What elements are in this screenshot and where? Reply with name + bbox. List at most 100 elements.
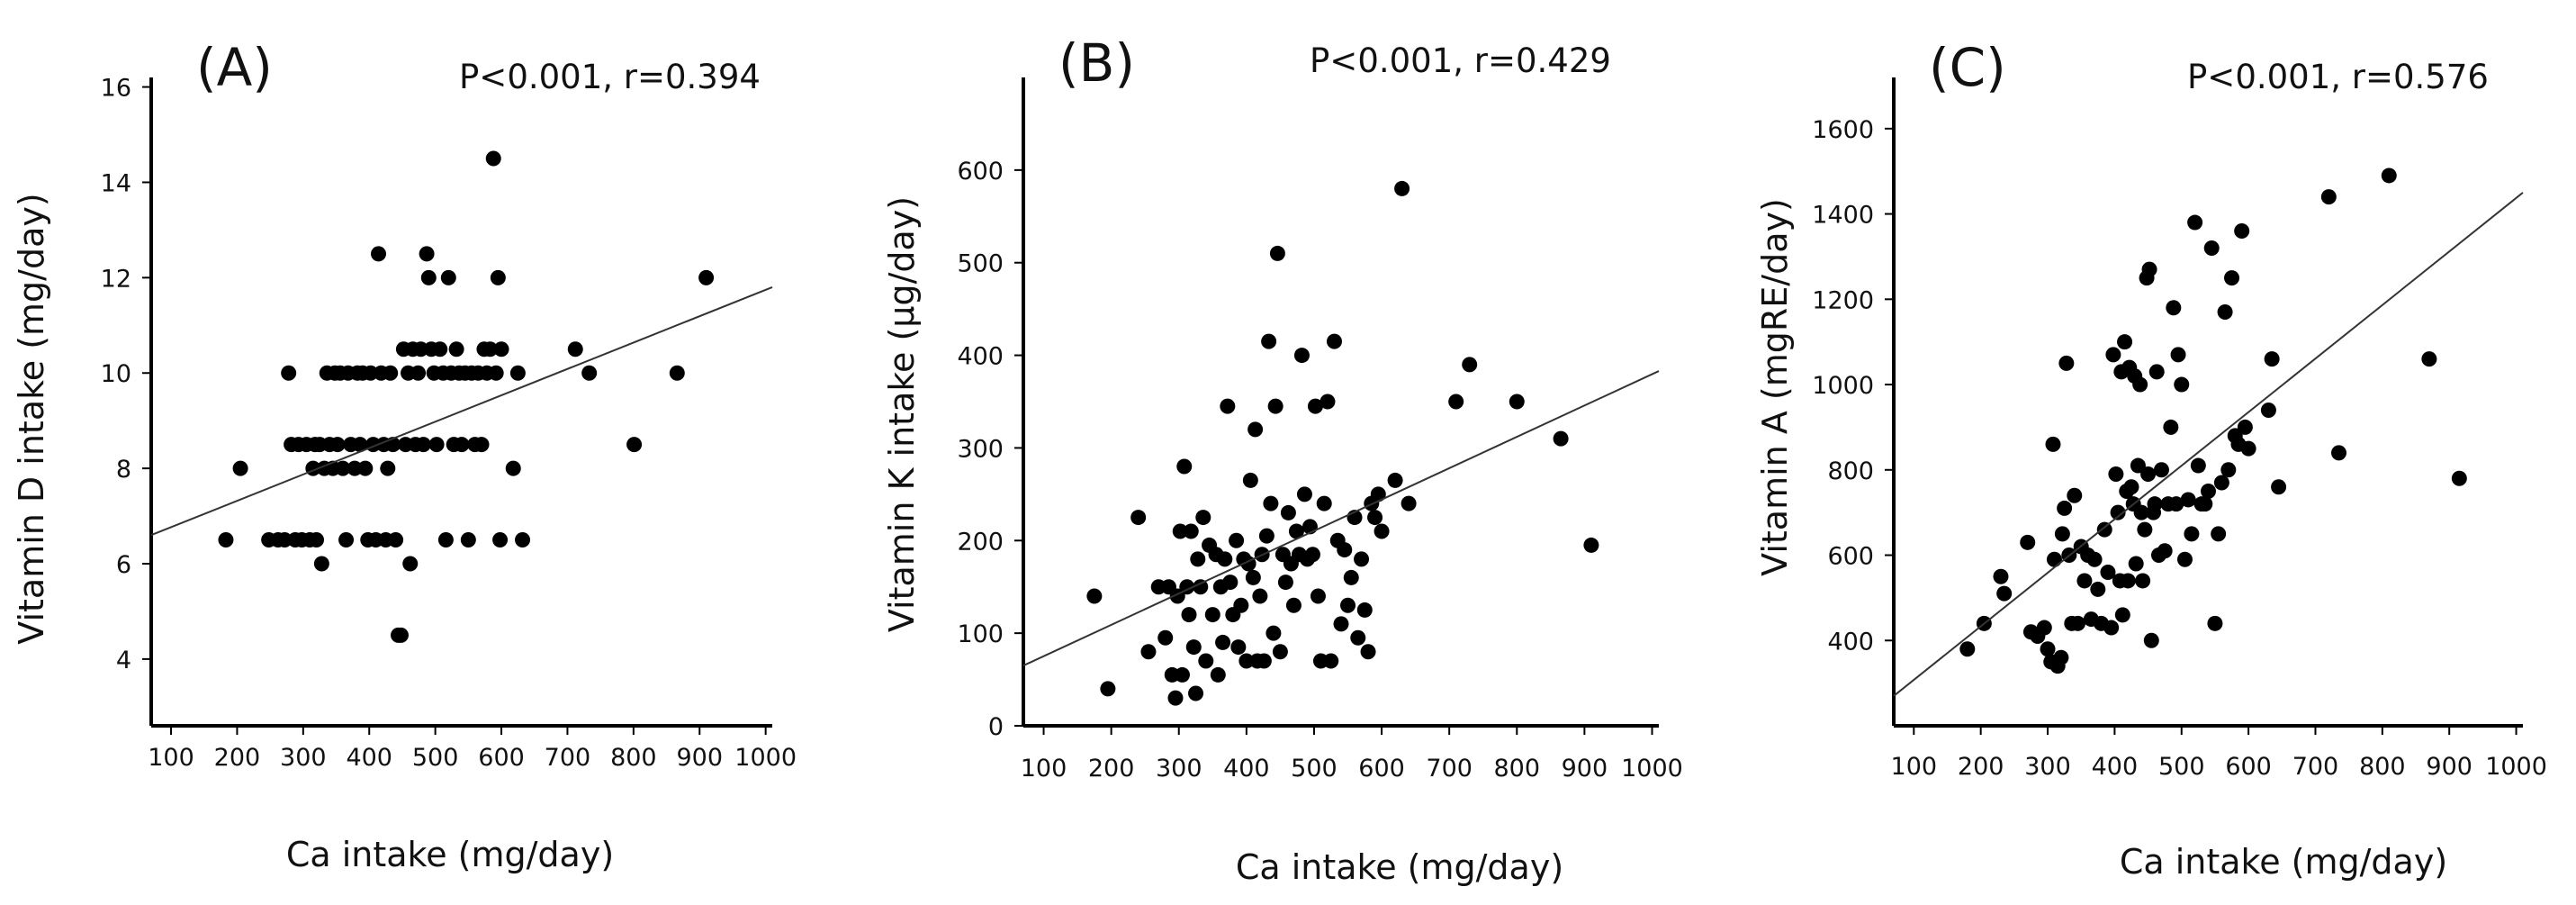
chart-panel-c: (C) P<0.001, r=0.576 Ca intake (mg/day) … xyxy=(1755,37,2547,882)
data-point-c xyxy=(2184,526,2200,542)
data-point-b xyxy=(1198,653,1214,669)
data-point-b xyxy=(1175,666,1190,683)
data-point-a xyxy=(454,437,470,453)
data-point-a xyxy=(485,150,501,167)
data-point-c xyxy=(2096,521,2112,538)
data-point-c xyxy=(2220,462,2237,478)
x-tick-label-b: 600 xyxy=(1358,755,1405,783)
data-point-a xyxy=(432,341,448,357)
data-point-b xyxy=(1462,357,1478,373)
x-tick-label-b: 1000 xyxy=(1621,755,1683,783)
y-axis-title-c: Vitamin A (mgRE/day) xyxy=(1755,198,1795,576)
data-point-c xyxy=(2054,526,2070,542)
data-point-c xyxy=(2067,487,2083,503)
x-tick-label-a: 400 xyxy=(346,744,392,772)
data-point-c xyxy=(2128,556,2144,572)
data-point-c xyxy=(2320,189,2337,205)
stat-annotation-a: P<0.001, r=0.394 xyxy=(459,58,761,96)
data-point-c xyxy=(2141,261,2157,277)
y-tick-label-b: 600 xyxy=(957,158,1004,186)
data-point-b xyxy=(1307,398,1323,414)
data-point-c xyxy=(2100,564,2116,580)
data-point-c xyxy=(2045,436,2061,452)
data-point-b xyxy=(1293,348,1310,364)
data-point-b xyxy=(1350,629,1366,646)
data-point-b xyxy=(1337,542,1353,558)
data-point-b xyxy=(1333,616,1349,632)
data-point-b xyxy=(1269,245,1285,261)
data-point-a xyxy=(363,365,379,381)
data-point-b xyxy=(1288,523,1304,539)
data-point-c xyxy=(2148,364,2165,380)
data-point-b xyxy=(1356,602,1373,618)
x-tick-label-b: 500 xyxy=(1291,755,1338,783)
y-tick-label-a: 12 xyxy=(101,265,131,293)
data-point-a xyxy=(313,556,329,572)
x-tick-label-b: 400 xyxy=(1223,755,1270,783)
y-tick-label-a: 4 xyxy=(116,647,131,674)
y-tick-label-c: 600 xyxy=(1827,543,1874,571)
data-point-b xyxy=(1252,588,1268,604)
data-point-b xyxy=(1181,607,1197,623)
data-point-a xyxy=(232,460,248,476)
x-tick-label-b: 100 xyxy=(1021,755,1067,783)
data-point-a xyxy=(380,460,396,476)
data-point-b xyxy=(1320,394,1336,410)
data-point-a xyxy=(509,365,526,381)
data-point-a xyxy=(388,532,404,548)
data-point-b xyxy=(1367,510,1383,526)
data-point-b xyxy=(1267,398,1283,414)
data-point-a xyxy=(567,341,583,357)
data-point-c xyxy=(2120,573,2136,589)
data-point-c xyxy=(2053,649,2069,665)
data-point-b xyxy=(1553,430,1569,447)
data-point-b xyxy=(1217,551,1233,567)
data-point-c xyxy=(2046,551,2062,567)
data-point-c xyxy=(2203,240,2220,256)
data-point-c xyxy=(2057,500,2073,516)
data-point-a xyxy=(669,365,685,381)
data-point-b xyxy=(1238,653,1255,669)
data-point-b xyxy=(1215,634,1231,650)
data-point-a xyxy=(698,269,715,285)
x-tick-label-c: 500 xyxy=(2158,753,2205,781)
data-point-b xyxy=(1258,528,1274,544)
y-tick-label-a: 6 xyxy=(116,551,131,579)
data-point-c xyxy=(2076,573,2093,589)
data-point-c xyxy=(2224,270,2240,286)
data-point-c xyxy=(2187,214,2203,231)
data-point-a xyxy=(357,460,374,476)
data-point-a xyxy=(281,365,297,381)
regression-line-c xyxy=(1893,192,2524,697)
data-point-a xyxy=(412,341,428,357)
data-point-b xyxy=(1263,495,1279,511)
data-point-a xyxy=(437,532,454,548)
x-tick-label-c: 100 xyxy=(1891,753,1938,781)
regression-line-a xyxy=(150,286,773,537)
x-tick-label-c: 700 xyxy=(2292,753,2339,781)
x-tick-label-c: 800 xyxy=(2359,753,2406,781)
x-tick-label-b: 800 xyxy=(1494,755,1541,783)
data-point-c xyxy=(2069,615,2085,631)
data-point-a xyxy=(488,365,504,381)
data-point-c xyxy=(2234,223,2250,240)
data-point-c xyxy=(2103,620,2120,636)
y-tick-label-c: 1000 xyxy=(1812,372,1874,400)
data-point-b xyxy=(1190,551,1206,567)
x-tick-label-c: 200 xyxy=(1958,753,2004,781)
data-point-b xyxy=(1583,537,1599,553)
x-tick-label-a: 800 xyxy=(610,744,657,772)
data-point-b xyxy=(1265,625,1282,641)
data-point-c xyxy=(2207,615,2223,631)
x-tick-label-a: 600 xyxy=(478,744,525,772)
x-axis-title-c: Ca intake (mg/day) xyxy=(2120,842,2447,882)
x-tick-label-b: 300 xyxy=(1156,755,1202,783)
y-axis-title-b: Vitamin K intake (μg/day) xyxy=(882,196,922,632)
data-point-a xyxy=(515,532,531,548)
x-tick-label-a: 1000 xyxy=(734,744,797,772)
data-point-b xyxy=(1210,666,1226,683)
data-point-a xyxy=(276,532,293,548)
data-point-c xyxy=(2211,526,2227,542)
data-point-c xyxy=(2264,351,2280,367)
